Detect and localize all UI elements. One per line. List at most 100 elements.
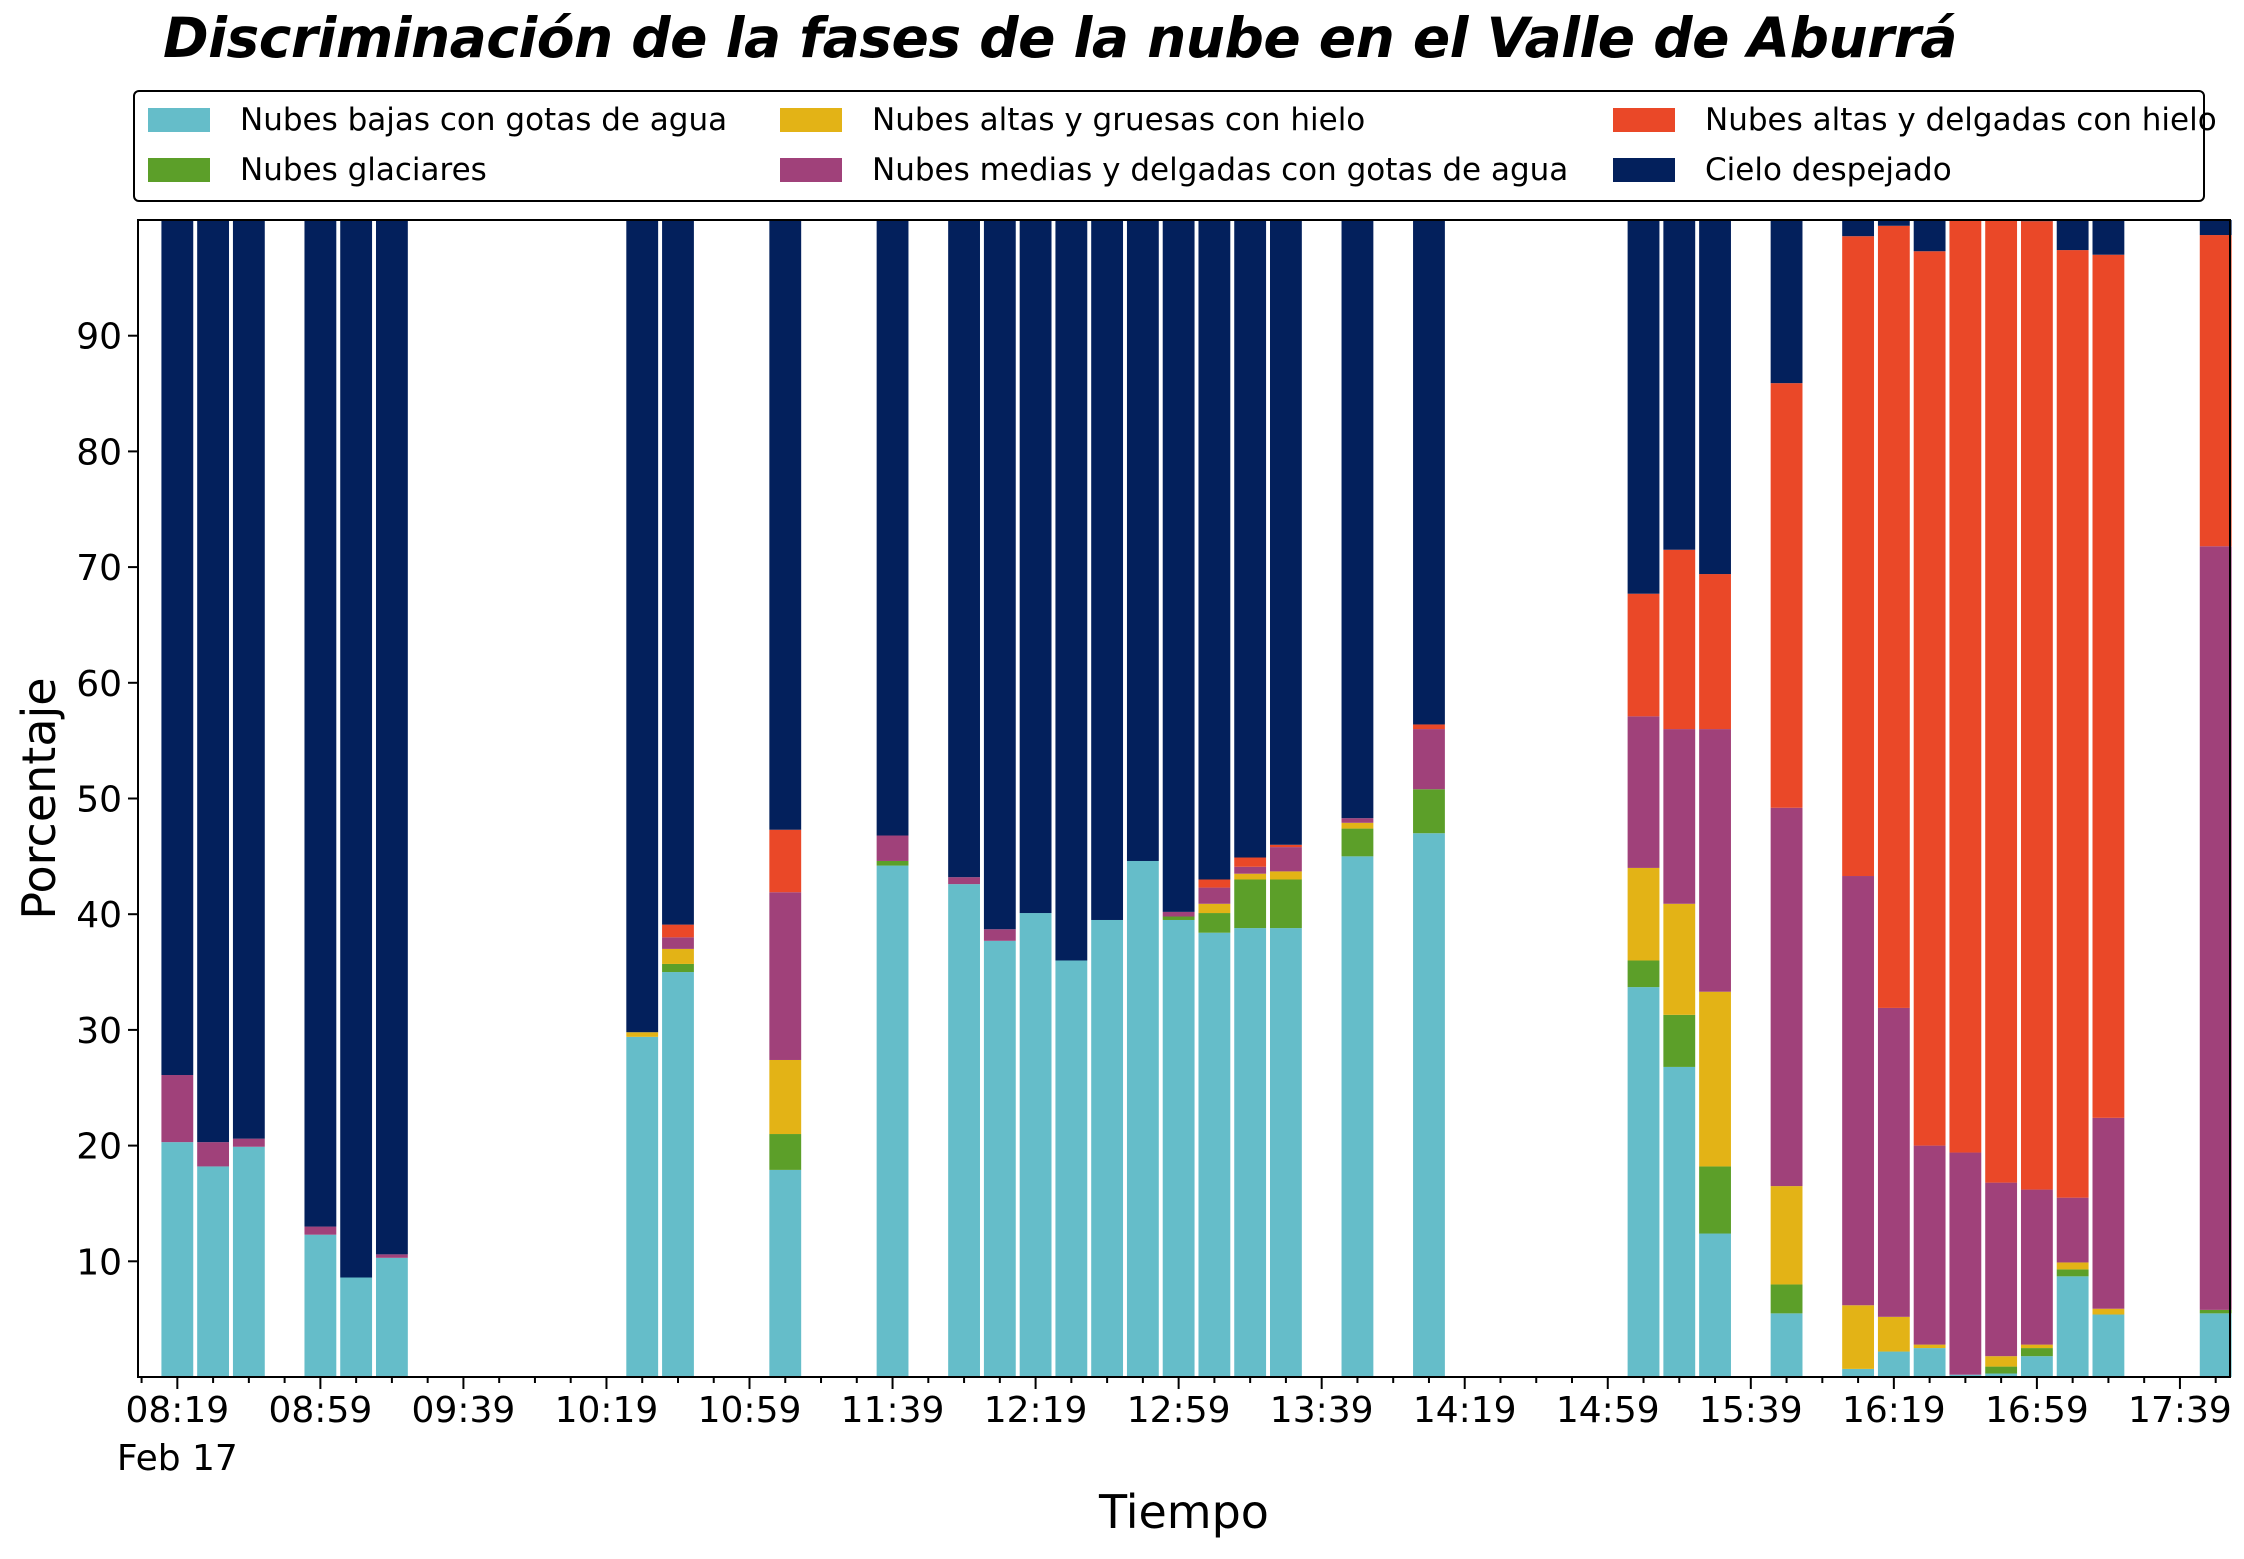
legend-label-cielo-despejado: Cielo despejado: [1705, 152, 1952, 188]
bar-segment-12:19-s5: [1019, 220, 1052, 914]
bar-segment-11:09-s2: [769, 1059, 802, 1135]
bar-segment-12:59-s5: [1162, 220, 1195, 912]
bar-segment-10:29-s2: [626, 1032, 659, 1037]
x-axis: 08:19 08:59 09:39 10:19 10:59 11:39 12:19 12:59…: [125, 1377, 2232, 1431]
bar-segment-16:19-s3: [1877, 1007, 1910, 1317]
legend-swatch-nubes-glaciares: [148, 158, 210, 182]
bar-segment-17:49-s0: [2199, 1313, 2232, 1377]
bar-segment-17:19-s5: [2092, 220, 2125, 255]
bar-segment-14:09-s4: [1413, 724, 1445, 730]
y-tick-label: 40: [76, 895, 122, 936]
bar-segment-13:19-s4: [1234, 857, 1267, 867]
legend-label-altas-delgadas: Nubes altas y delgadas con hielo: [1705, 102, 2217, 138]
bar-segment-12:29-s0: [1055, 960, 1088, 1377]
bar-segment-15:29-s4: [1699, 574, 1731, 730]
bar-segment-09:09-s5: [340, 220, 373, 1278]
bar-segment-12:59-s1: [1162, 916, 1195, 920]
bar-segment-12:39-s0: [1091, 919, 1124, 1377]
bar-segment-16:29-s5: [1913, 220, 1946, 252]
x-tick-label: 16:59: [1985, 1390, 2089, 1431]
y-tick-label: 10: [76, 1242, 122, 1283]
bar-segment-15:19-s0: [1663, 1066, 1696, 1377]
bars-group: [161, 220, 2232, 1377]
legend-item-cielo-despejado: Cielo despejado: [1613, 150, 1952, 190]
bar-segment-10:29-s5: [626, 220, 659, 1033]
bar-segment-13:29-s3: [1270, 847, 1302, 872]
bar-segment-17:49-s1: [2199, 1309, 2232, 1314]
legend-label-medias-delgadas: Nubes medias y delgadas con gotas de agu…: [872, 152, 1569, 188]
bar-segment-13:29-s1: [1270, 879, 1302, 929]
bar-segment-16:19-s0: [1877, 1351, 1910, 1377]
bar-segment-12:49-s0: [1126, 860, 1159, 1377]
legend-swatch-cielo-despejado: [1613, 158, 1675, 182]
y-tick-label: 90: [76, 317, 122, 358]
bar-segment-12:39-s5: [1091, 220, 1124, 920]
x-axis-label: Tiempo: [1098, 1485, 1269, 1539]
bar-segment-08:39-s5: [232, 220, 265, 1139]
bar-segment-16:39-s0: [1949, 1374, 1982, 1377]
bar-segment-17:19-s2: [2092, 1308, 2125, 1315]
bar-segment-16:39-s4: [1949, 220, 1982, 1153]
bar-segment-13:29-s4: [1270, 844, 1302, 848]
bar-segment-13:49-s5: [1341, 220, 1374, 819]
bar-segment-08:29-s0: [197, 1166, 230, 1377]
y-tick-label: 20: [76, 1127, 122, 1168]
bar-segment-16:59-s1: [2020, 1348, 2053, 1357]
x-date-label: Feb 17: [117, 1438, 238, 1479]
bar-segment-14:09-s3: [1413, 729, 1445, 790]
bar-segment-12:59-s3: [1162, 911, 1195, 917]
bar-segment-10:39-s0: [662, 972, 694, 1377]
bar-segment-14:09-s5: [1413, 220, 1445, 725]
bar-segment-15:09-s1: [1627, 960, 1660, 988]
bar-segment-08:39-s0: [232, 1146, 265, 1377]
bar-segment-10:39-s4: [662, 924, 694, 938]
bar-segment-13:19-s0: [1234, 928, 1267, 1377]
legend-swatch-nubes-bajas: [148, 108, 210, 132]
bar-segment-11:09-s3: [769, 892, 802, 1060]
x-tick-label: 15:39: [1699, 1390, 1803, 1431]
bar-segment-16:29-s2: [1913, 1344, 1946, 1349]
legend-label-nubes-glaciares: Nubes glaciares: [240, 152, 487, 188]
x-tick-label: 13:39: [1270, 1390, 1374, 1431]
bar-segment-13:19-s3: [1234, 866, 1267, 874]
legend-label-nubes-bajas: Nubes bajas con gotas de agua: [240, 102, 728, 138]
bar-segment-13:49-s2: [1341, 822, 1374, 829]
bar-segment-16:49-s4: [1985, 220, 2018, 1183]
x-tick-label: 17:39: [2128, 1390, 2232, 1431]
bar-segment-16:09-s3: [1842, 876, 1875, 1306]
bar-segment-15:29-s3: [1699, 729, 1731, 992]
bar-segment-15:09-s2: [1627, 867, 1660, 961]
x-tick-label: 12:19: [984, 1390, 1088, 1431]
bar-segment-15:09-s0: [1627, 987, 1660, 1377]
bar-segment-15:19-s5: [1663, 220, 1696, 550]
bar-segment-15:49-s4: [1770, 383, 1803, 808]
bar-segment-15:19-s1: [1663, 1014, 1696, 1067]
bar-segment-12:19-s0: [1019, 913, 1052, 1377]
bar-segment-10:39-s5: [662, 220, 694, 925]
bar-segment-08:59-s3: [304, 1226, 337, 1235]
bar-segment-15:29-s1: [1699, 1166, 1731, 1234]
bar-segment-12:09-s3: [983, 929, 1016, 941]
bar-segment-16:19-s2: [1877, 1316, 1910, 1352]
bar-segment-17:49-s4: [2199, 235, 2232, 547]
bar-segment-10:39-s3: [662, 937, 694, 949]
bar-segment-16:49-s2: [1985, 1356, 2018, 1367]
bar-segment-15:09-s4: [1627, 593, 1660, 717]
bar-segment-16:29-s0: [1913, 1348, 1946, 1377]
bar-segment-15:09-s3: [1627, 716, 1660, 868]
bar-segment-14:09-s0: [1413, 833, 1445, 1377]
bar-segment-16:59-s0: [2020, 1356, 2053, 1377]
bar-segment-13:19-s2: [1234, 873, 1267, 880]
bar-segment-08:59-s5: [304, 220, 337, 1227]
bar-segment-13:09-s0: [1198, 932, 1231, 1377]
legend: Nubes bajas con gotas de agua Nubes glac…: [133, 90, 2217, 202]
bar-segment-09:19-s0: [375, 1257, 408, 1377]
bar-segment-13:09-s5: [1198, 220, 1231, 880]
legend-swatch-medias-delgadas: [780, 158, 842, 182]
bar-segment-10:29-s0: [626, 1036, 659, 1377]
x-tick-label: 08:59: [269, 1390, 373, 1431]
x-tick-label: 10:59: [698, 1390, 802, 1431]
bar-segment-16:09-s0: [1842, 1368, 1875, 1377]
legend-swatch-altas-delgadas: [1613, 108, 1675, 132]
plot-frame: [137, 219, 2231, 1378]
